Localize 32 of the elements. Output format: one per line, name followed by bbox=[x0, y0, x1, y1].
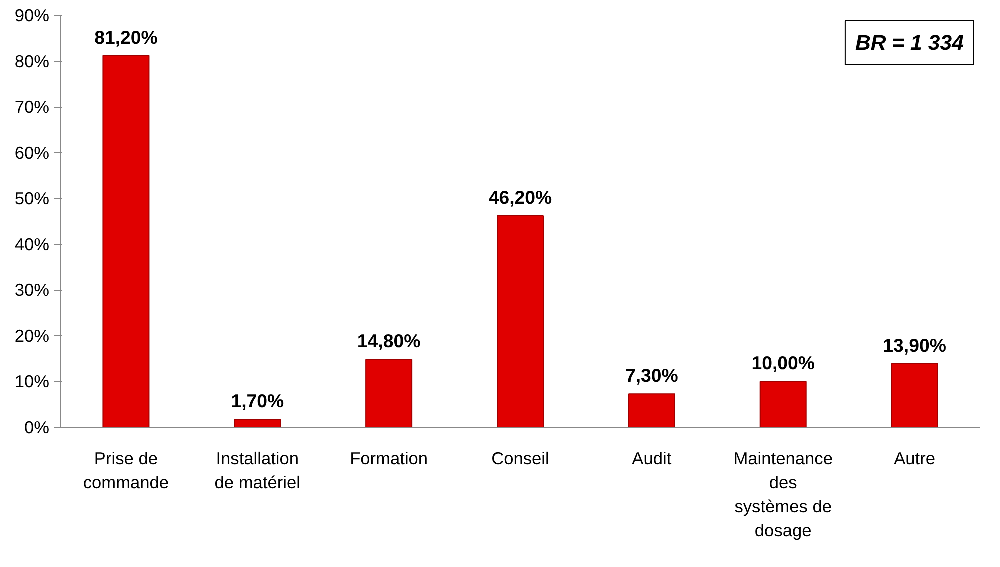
y-tick-label: 20% bbox=[14, 326, 50, 346]
data-label: 13,90% bbox=[883, 334, 947, 356]
x-tick-label: Audit bbox=[632, 448, 672, 468]
x-tick-label: Formation bbox=[350, 448, 428, 468]
bar bbox=[760, 381, 807, 428]
y-tick-label: 50% bbox=[14, 188, 50, 209]
y-tick-label: 30% bbox=[14, 280, 50, 300]
y-tick-label: 70% bbox=[14, 97, 50, 118]
y-tick-label: 80% bbox=[14, 51, 50, 72]
y-tick-label: 10% bbox=[14, 372, 50, 392]
bar bbox=[366, 359, 413, 428]
y-tick-label: 0% bbox=[24, 418, 50, 438]
y-tick-label: 60% bbox=[14, 142, 50, 163]
data-label: 10,00% bbox=[752, 352, 816, 374]
annotation: BR = 1 334 bbox=[855, 30, 964, 55]
x-tick-label: Installation de matériel bbox=[214, 448, 300, 492]
bar bbox=[102, 55, 150, 428]
data-label: 46,20% bbox=[488, 187, 553, 208]
y-tick-label: 90% bbox=[14, 6, 50, 26]
x-tick-label: Maintenance des systèmes de dosage bbox=[734, 448, 833, 540]
bar bbox=[497, 216, 544, 428]
data-label: 7,30% bbox=[625, 365, 679, 386]
bar bbox=[234, 419, 282, 428]
y-tick-label: 40% bbox=[14, 234, 50, 254]
x-tick-label: Autre bbox=[894, 448, 936, 468]
data-label: 1,70% bbox=[231, 390, 285, 412]
data-label: 81,20% bbox=[94, 26, 158, 48]
bar bbox=[628, 394, 676, 428]
bar bbox=[891, 363, 938, 428]
x-tick-label: Prise de commande bbox=[83, 448, 170, 492]
x-tick-label: Conseil bbox=[492, 448, 550, 468]
data-label: 14,80% bbox=[357, 330, 422, 352]
